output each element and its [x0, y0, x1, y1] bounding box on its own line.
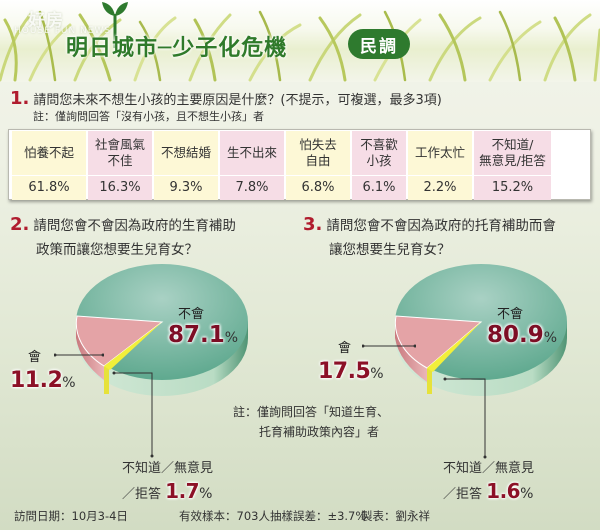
table-header-cell: 怕養不起 [12, 131, 86, 175]
q2-yes-leader-line [54, 353, 104, 357]
poll-badge: 民調 [348, 29, 410, 59]
q2-text-line2: 政策而讓您想要生兒育女？ [36, 242, 198, 258]
page-title: 明日城市─少子化危機 [66, 36, 288, 61]
table-header-cell: 怕失去 自由 [286, 131, 350, 175]
q3-no-value: 80.9% [487, 322, 558, 348]
q3-text-line1: 請問您會不會因為政府的托育補助而會 [326, 218, 556, 234]
q2-pie-chart [75, 264, 248, 396]
table-header-cell: 工作太忙 [408, 131, 472, 175]
q3-question: 3. 請問您會不會因為政府的托育補助而會 讓您想要生兒育女？ [303, 213, 593, 262]
watermark-logo: 好房 [28, 11, 64, 31]
q2-text-line1: 請問您會不會因為政府的生育補助 [33, 218, 236, 234]
q3-dk-leader-line [443, 377, 487, 459]
q3-text-line2: 讓您想要生兒育女？ [329, 242, 451, 258]
q1-note: 註：僅詢問回答「沒有小孩，且不想生小孩」者 [33, 110, 264, 123]
table-header-cell: 生不出來 [220, 131, 284, 175]
q2-no-label: 不會 [178, 307, 205, 322]
watermark-subtitle: HOUSE FUN NEWS [14, 26, 112, 36]
footer: 訪問日期：10月3-4日 有效樣本：703人抽樣誤差：±3.7% 製表：劉永祥 [14, 508, 430, 524]
q2-number: 2. [10, 214, 30, 235]
q1-question: 1. 請問您未來不想生小孩的主要原因是什麼？(不提示，可複選，最多3項) [10, 88, 442, 109]
table-value-cell: 15.2% [474, 176, 551, 200]
q3-no-label: 不會 [497, 307, 524, 322]
q2-question: 2. 請問您會不會因為政府的生育補助 政策而讓您想要生兒育女？ [10, 213, 270, 262]
q2-yes-label: 會 [28, 350, 42, 365]
table-value-cell: 9.3% [154, 176, 218, 200]
q2-no-value: 87.1% [168, 322, 239, 348]
q3-yes-value: 17.5% [318, 359, 384, 384]
sprout-icon [102, 2, 128, 48]
q2-yes-value: 11.2% [10, 368, 76, 393]
chart-maker: 製表：劉永祥 [361, 509, 430, 523]
q3-yes-leader-line [362, 344, 416, 348]
q3-pie-chart [394, 264, 567, 396]
q3-yes-label: 會 [338, 341, 352, 356]
table-value-cell: 16.3% [88, 176, 152, 200]
q3-note: 註：僅詢問回答「知道生育、 托育補助政策內容」者 [233, 405, 390, 439]
table-value-cell: 61.8% [12, 176, 86, 200]
table-value-cell: 6.1% [352, 176, 406, 200]
q1-number: 1. [10, 88, 30, 109]
q2-dk-leader-line [112, 371, 154, 458]
q1-table: 怕養不起 社會風氣 不佳 不想結婚 生不出來 怕失去 自由 不喜歡 小孩 工作太忙 不… [8, 129, 591, 200]
header-banner: 好房 HOUSE FUN NEWS 明日城市─少子化危機 民調 [0, 0, 600, 82]
survey-date: 訪問日期：10月3-4日 [14, 509, 128, 523]
table-header-cell: 不喜歡 小孩 [352, 131, 406, 175]
q3-dk-label: 不知道／無意見 ／拒答 1.6% [443, 461, 535, 503]
table-header-cell: 社會風氣 不佳 [88, 131, 152, 175]
q3-number: 3. [303, 214, 323, 235]
q2-dk-label: 不知道／無意見 ／拒答 1.7% [122, 461, 214, 503]
table-value-cell: 7.8% [220, 176, 284, 200]
table-value-cell: 2.2% [408, 176, 472, 200]
sample-info: 有效樣本：703人抽樣誤差：±3.7% [179, 509, 367, 523]
q1-text: 請問您未來不想生小孩的主要原因是什麼？(不提示，可複選，最多3項) [33, 93, 442, 108]
table-header-cell: 不知道/無意見/拒答 [474, 131, 551, 175]
table-value-cell: 6.8% [286, 176, 350, 200]
table-header-cell: 不想結婚 [154, 131, 218, 175]
